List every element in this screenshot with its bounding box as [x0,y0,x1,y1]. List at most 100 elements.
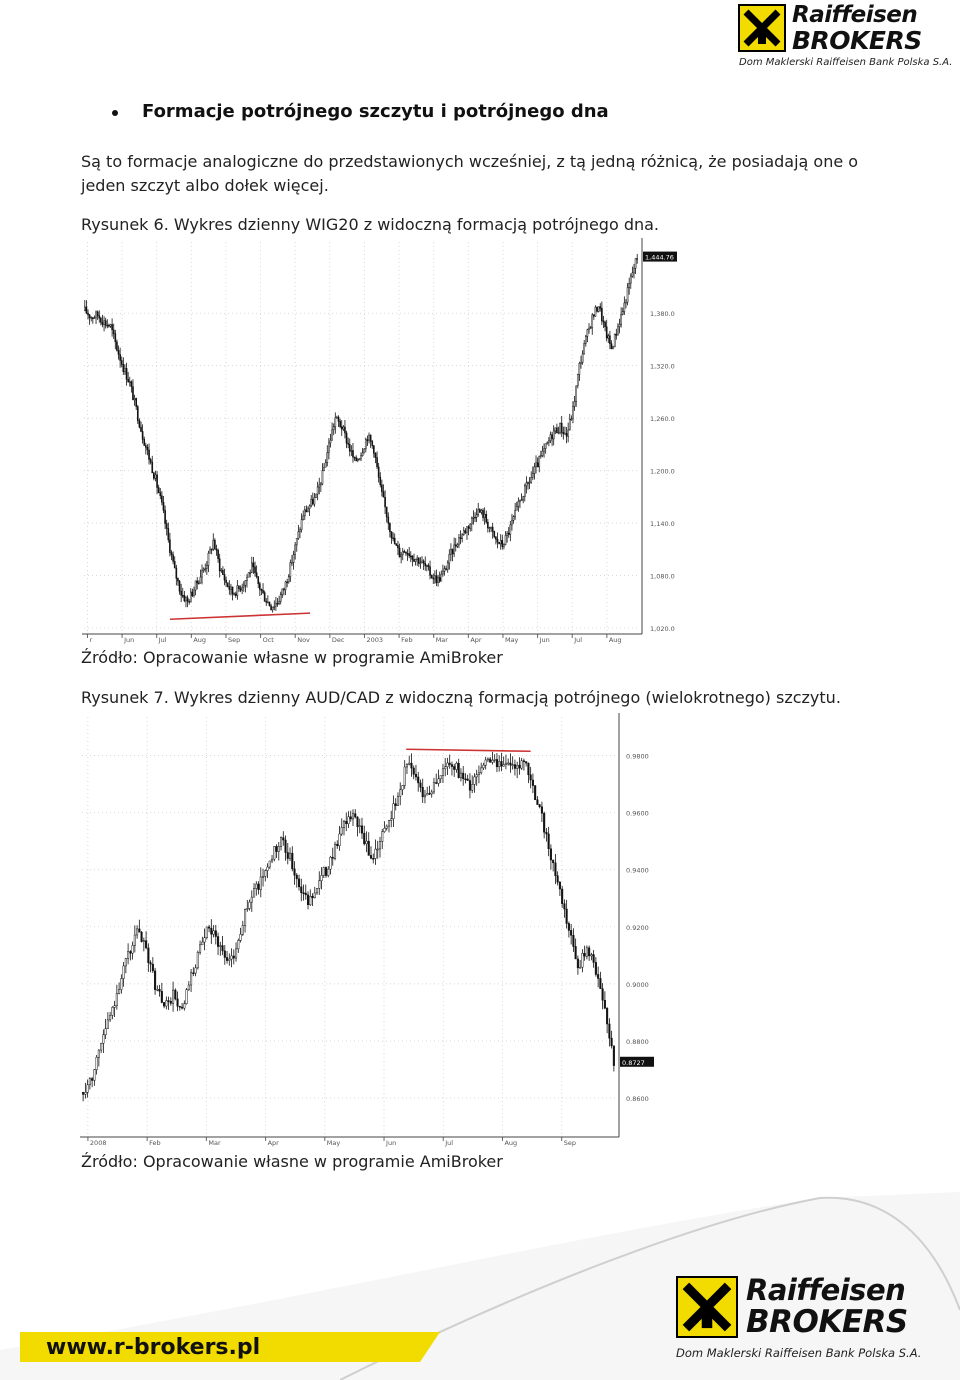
candle-body [536,799,539,805]
candle-body [453,766,456,770]
candle-body [477,772,480,775]
candle-body [369,434,372,442]
candle [109,323,112,328]
candle [187,981,190,991]
candle [444,758,447,777]
candle-body [535,462,537,468]
candle [239,585,242,593]
candle-body [356,459,359,461]
candle [225,576,227,587]
candle-body [154,474,157,479]
candle-body [543,448,545,452]
footer-url[interactable]: www.r-brokers.pl [46,1335,261,1360]
candle [527,481,529,490]
candle [482,508,484,522]
candle [205,926,208,940]
candle-body [340,827,343,835]
candle-body [174,989,177,1000]
candle [336,415,338,419]
candle-body [169,1001,172,1004]
candle [498,755,501,772]
candle-body [327,868,330,876]
candle [201,936,204,946]
candle-body [570,418,573,421]
candle [562,426,565,440]
candle [295,538,298,552]
candle [153,471,155,481]
candle-body [233,593,235,596]
last-price-box [620,1056,654,1067]
candle-body [462,772,465,780]
candle-body [87,312,89,316]
candle [528,477,531,490]
candle-body [601,307,603,322]
candle-body [437,778,440,784]
candle-body [585,947,588,957]
candle-body [238,585,240,589]
candle-body [302,515,305,520]
candle [333,841,337,861]
candle-body [284,581,287,591]
candle [231,586,234,601]
candle [576,373,579,389]
candle [592,949,595,968]
candle-body [475,514,478,518]
candle [347,437,349,449]
candle-body [212,539,215,550]
candle-body [467,526,470,529]
candle-body [154,970,157,990]
candle [381,828,384,850]
candle-body [246,908,249,910]
candle-body [244,909,247,926]
candle-body [273,846,276,860]
candle [350,445,353,456]
candle-body [185,989,188,1004]
candle [472,510,475,525]
candle [199,940,202,955]
candle-body [329,856,332,870]
candle [369,434,372,448]
candle-body [324,867,328,876]
candle [470,516,473,532]
candle [540,450,542,459]
candle [459,530,462,545]
candle-body [575,385,577,402]
candle [601,983,604,1010]
candle-body [210,927,213,935]
candle-body [573,401,576,407]
candle [151,455,154,474]
candle [527,762,530,784]
candle-body [128,381,131,383]
candle [589,325,592,330]
candle-body [605,326,608,339]
candle-body [321,470,324,485]
candle-body [85,306,88,314]
candle [276,597,279,607]
candle-body [349,816,352,820]
candle-body [286,581,288,584]
candle [522,495,524,504]
candle-body [189,591,192,603]
candle-body [424,563,427,567]
candle-body [559,422,561,433]
candle [255,565,258,579]
candle [124,364,126,375]
candle [297,525,300,540]
candle-body [522,496,524,501]
candle-body [437,577,439,583]
candle [365,831,368,853]
candle-body [479,509,481,513]
candle-body [408,553,410,557]
candle [480,508,483,515]
candle-body [485,514,488,523]
candle-body [470,517,473,525]
candle [293,861,296,885]
candle [278,595,280,606]
candle-body [495,759,498,768]
candle-body [254,566,256,573]
candle [292,550,295,570]
candle [374,839,377,865]
candle-body [287,576,290,583]
candle-body [230,955,233,960]
candle [340,420,343,436]
